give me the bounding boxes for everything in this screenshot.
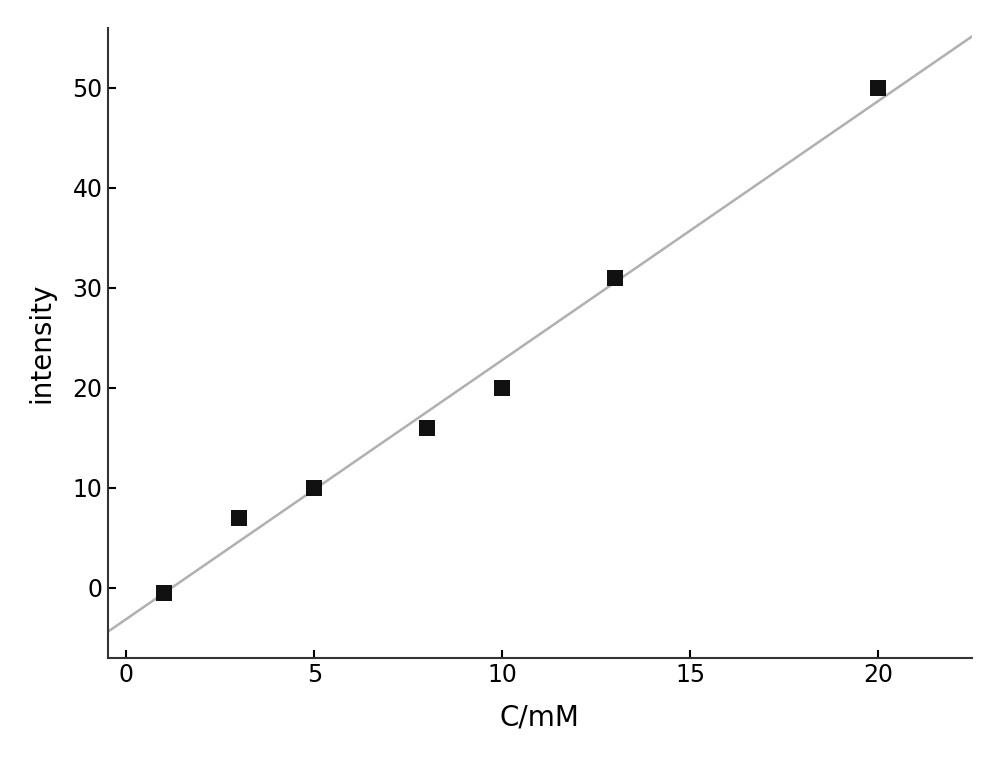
Y-axis label: intensity: intensity <box>28 282 56 403</box>
X-axis label: C/mM: C/mM <box>500 704 580 731</box>
Point <box>231 512 247 524</box>
Point <box>306 482 322 494</box>
Point <box>494 382 510 394</box>
Point <box>870 82 886 94</box>
Point <box>607 272 623 284</box>
Point <box>156 587 172 599</box>
Point <box>419 422 435 434</box>
